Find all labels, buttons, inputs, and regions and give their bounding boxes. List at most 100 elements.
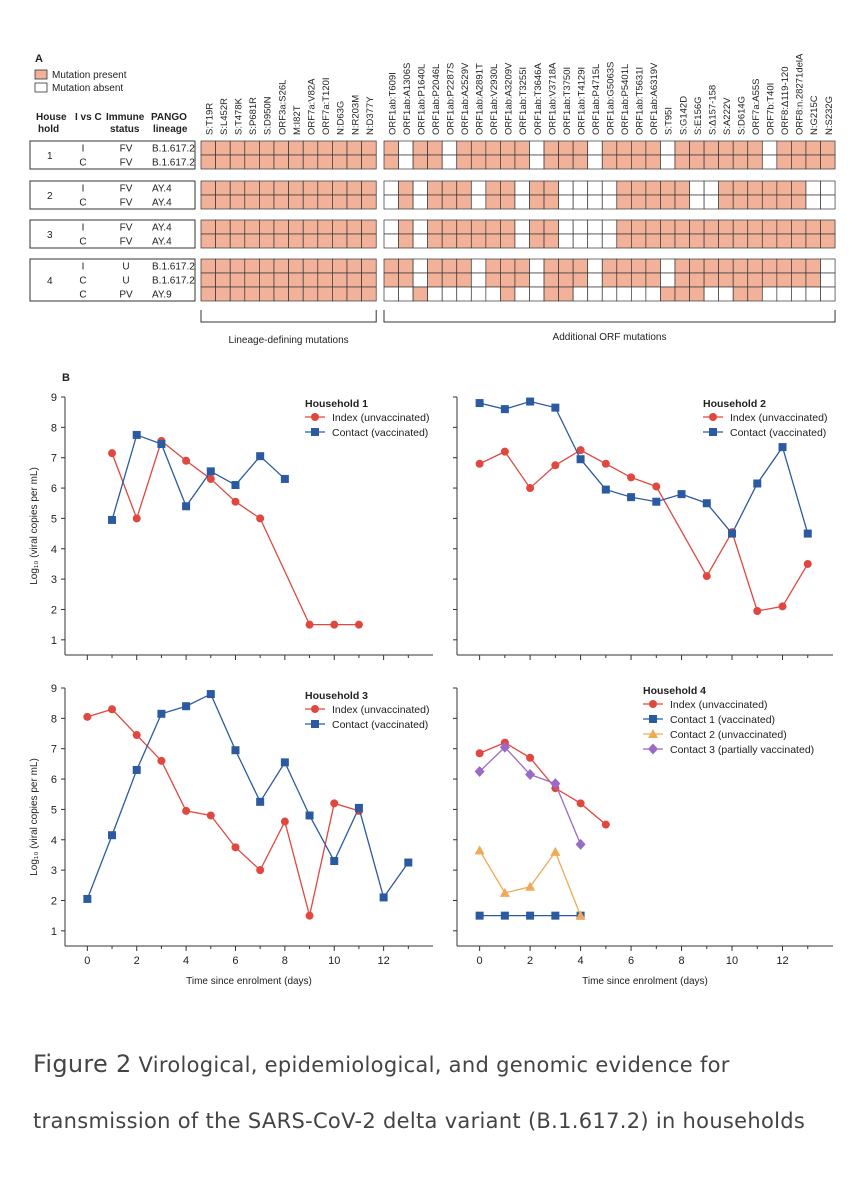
cell-additional (601, 180, 618, 196)
status-2-0: FV (120, 184, 133, 195)
mutation-label-8: ORF7a:T120I (321, 77, 332, 135)
mutation-label-add-27: ORF8:Δ119-120 (780, 67, 791, 135)
data-point (305, 911, 314, 920)
cell-additional (645, 140, 661, 156)
cell-lineage (259, 180, 275, 196)
cell-lineage (244, 154, 260, 170)
cell-additional (674, 272, 690, 288)
cell-lineage (332, 258, 348, 274)
cell-additional (630, 194, 647, 210)
cell-additional (514, 154, 530, 170)
cell-additional (747, 180, 763, 196)
series-line (479, 741, 607, 826)
cell-additional (543, 180, 559, 196)
data-point (475, 749, 484, 758)
data-point (601, 459, 610, 468)
cell-additional (630, 219, 647, 235)
cell-additional (412, 272, 429, 288)
y-tick-label: 6 (51, 774, 57, 786)
cell-additional (601, 286, 618, 302)
cell-additional (776, 140, 792, 156)
data-point (330, 620, 339, 629)
cell-additional (398, 219, 414, 235)
cell-additional (441, 194, 458, 210)
cell-additional (776, 154, 792, 170)
data-point (354, 620, 363, 629)
cell-additional (689, 180, 705, 196)
cell-additional (485, 258, 501, 274)
cell-additional (529, 233, 545, 249)
cell-additional (732, 272, 749, 288)
data-point (475, 911, 484, 920)
cell-lineage (361, 180, 377, 196)
cell-lineage (302, 140, 319, 156)
data-point (778, 602, 787, 611)
cell-additional (689, 154, 705, 170)
cell-additional (441, 219, 458, 235)
cell-additional (558, 180, 574, 196)
cell-additional (761, 140, 778, 156)
cell-additional (616, 180, 632, 196)
cell-additional (514, 194, 530, 210)
cell-additional (383, 233, 399, 249)
data-point (702, 499, 711, 508)
chart-household-2: Household 2 Index (unvaccinated) Contact (… (453, 396, 833, 660)
mutation-label-11: N:D377Y (365, 96, 376, 135)
cell-additional (703, 194, 719, 210)
cell-additional (529, 258, 545, 274)
cell-lineage (288, 258, 304, 274)
x-tick-label: 10 (726, 955, 738, 967)
mutation-label-add-1: ORF1ab:A1306S (402, 63, 413, 135)
data-point (526, 753, 535, 762)
data-point (475, 459, 484, 468)
cell-lineage (361, 140, 377, 156)
cell-additional (645, 219, 661, 235)
cell-additional (601, 140, 618, 156)
cell-additional (820, 180, 836, 196)
cell-additional (427, 286, 443, 302)
y-tick-label: 8 (51, 713, 57, 725)
cell-additional (616, 154, 632, 170)
ivc-1-0: I (82, 144, 85, 155)
x-tick-label: 6 (232, 955, 238, 967)
data-point (525, 881, 536, 891)
cell-additional (572, 140, 589, 156)
household-box-1 (29, 140, 196, 170)
mutation-label-add-10: ORF1ab:T3646A (533, 63, 544, 135)
cell-additional (645, 286, 661, 302)
cell-additional (747, 233, 763, 249)
data-point (157, 709, 166, 718)
data-point (576, 446, 585, 455)
household-label-4: 4 (47, 276, 53, 287)
cell-additional (383, 286, 399, 302)
legend-label: Index (unvaccinated) (730, 412, 827, 424)
y-tick-label: 1 (51, 635, 57, 647)
cell-lineage (288, 194, 304, 210)
data-point (474, 765, 485, 777)
cell-lineage (288, 219, 304, 235)
data-point (83, 712, 92, 721)
cell-lineage (229, 272, 246, 288)
cell-additional (572, 258, 589, 274)
status-3-0: FV (120, 223, 133, 234)
cell-lineage (288, 233, 304, 249)
cell-additional (732, 286, 749, 302)
mutation-label-add-2: ORF1ab:P1640L (416, 64, 427, 135)
data-point (280, 474, 289, 483)
cell-additional (703, 233, 719, 249)
mutation-label-add-22: S:Δ157-158 (707, 85, 718, 135)
cell-lineage (244, 258, 260, 274)
cell-additional (616, 272, 632, 288)
cell-lineage (302, 233, 319, 249)
cell-additional (630, 233, 647, 249)
cell-lineage (361, 233, 377, 249)
cell-additional (412, 233, 429, 249)
cell-lineage (302, 180, 319, 196)
cell-additional (485, 219, 501, 235)
cell-additional (820, 219, 836, 235)
header-immune-2: status (110, 124, 140, 135)
cell-lineage (302, 219, 319, 235)
cell-lineage (346, 272, 362, 288)
y-tick-label: 4 (51, 835, 57, 847)
cell-lineage (361, 272, 377, 288)
